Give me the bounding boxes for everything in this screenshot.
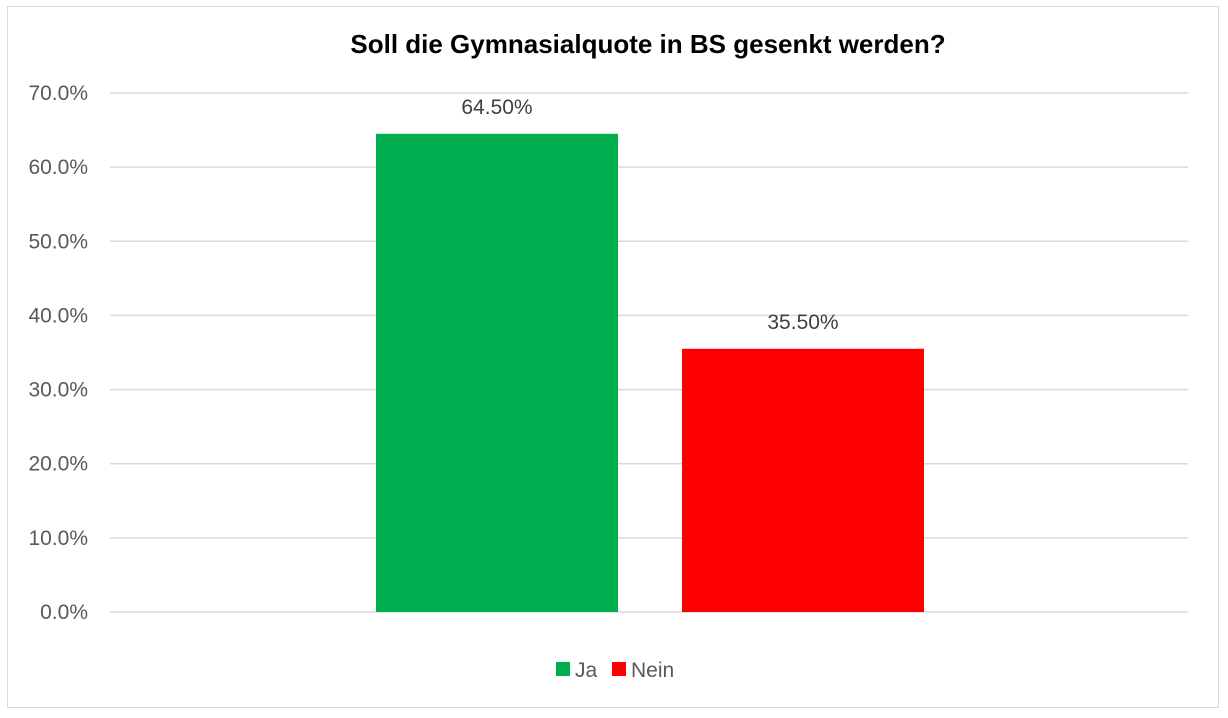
y-tick-label: 10.0% <box>28 527 88 550</box>
legend-swatch-ja <box>556 662 570 676</box>
data-labels: 64.50% 35.50% <box>461 96 838 334</box>
bar-ja <box>376 133 618 612</box>
gridlines <box>110 92 1188 613</box>
y-tick-label: 40.0% <box>28 304 88 327</box>
legend-label-nein: Nein <box>631 659 674 682</box>
y-tick-label: 50.0% <box>28 230 88 253</box>
chart-title: Soll die Gymnasialquote in BS gesenkt we… <box>350 29 945 59</box>
legend: Ja Nein <box>556 659 674 682</box>
legend-swatch-nein <box>612 662 626 676</box>
y-tick-label: 30.0% <box>28 379 88 402</box>
y-tick-label: 20.0% <box>28 453 88 476</box>
y-tick-label: 60.0% <box>28 156 88 179</box>
y-tick-label: 0.0% <box>40 601 88 624</box>
y-axis-ticks: 0.0% 10.0% 20.0% 30.0% 40.0% 50.0% 60.0% 70.0% <box>28 82 88 624</box>
legend-label-ja: Ja <box>575 659 598 682</box>
bar-nein <box>682 348 924 612</box>
bars <box>376 133 924 612</box>
data-label-ja: 64.50% <box>461 96 532 119</box>
data-label-nein: 35.50% <box>767 311 838 334</box>
y-tick-label: 70.0% <box>28 82 88 105</box>
